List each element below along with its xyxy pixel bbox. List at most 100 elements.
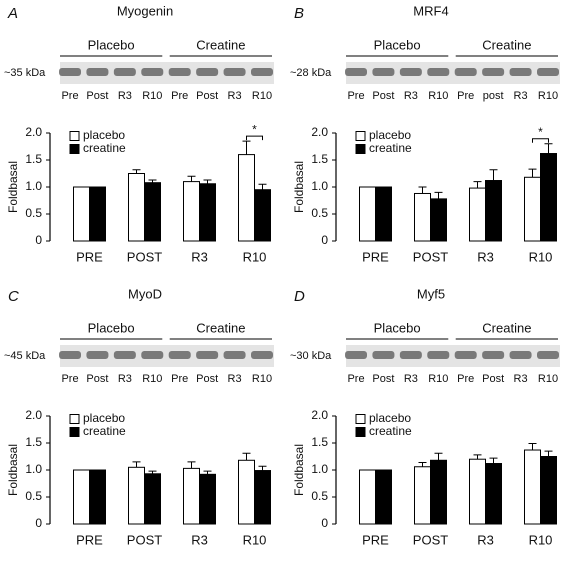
error-bar bbox=[187, 175, 196, 182]
error-bar bbox=[242, 452, 251, 461]
x-tick-label: POST bbox=[127, 249, 162, 264]
panel-title: MyoD bbox=[128, 286, 162, 301]
legend-label: creatine bbox=[83, 141, 126, 155]
blot-band bbox=[251, 351, 273, 359]
x-tick-label: R3 bbox=[477, 249, 494, 264]
error-bar bbox=[434, 452, 443, 461]
bar bbox=[359, 469, 376, 525]
panel: A Myogenin Placebo Creatine Pre Post R3 R10 Pre P… bbox=[4, 3, 274, 264]
bar bbox=[524, 176, 541, 242]
blot-lane-label: Pre bbox=[171, 90, 188, 102]
error-bar bbox=[132, 461, 141, 468]
blot-lane-label: R10 bbox=[252, 90, 272, 102]
blot-band bbox=[454, 351, 477, 359]
blot-lane-label: Pre bbox=[171, 373, 188, 385]
x-tick-label: R3 bbox=[191, 249, 208, 264]
blot-band bbox=[251, 68, 273, 76]
x-tick-label: POST bbox=[127, 532, 162, 547]
blot-band bbox=[399, 351, 422, 359]
blot-band bbox=[113, 68, 136, 76]
y-tick-label: 1.0 bbox=[25, 462, 42, 476]
error-bar bbox=[203, 179, 212, 184]
y-tick-label: 0 bbox=[35, 516, 42, 530]
error-bar bbox=[528, 168, 537, 178]
x-tick-label: POST bbox=[413, 249, 448, 264]
blot-lane-label: Post bbox=[482, 373, 504, 385]
y-tick-label: 1.0 bbox=[25, 179, 42, 193]
bar bbox=[128, 466, 145, 525]
blot-band bbox=[427, 351, 450, 359]
blot-size-label: ~28 kDa bbox=[290, 67, 332, 79]
bar bbox=[469, 458, 486, 525]
blot-band bbox=[59, 351, 81, 359]
blot-size-label: ~30 kDa bbox=[290, 350, 332, 362]
blot-band bbox=[223, 351, 246, 359]
y-tick-label: 2.0 bbox=[25, 408, 42, 422]
blot-lane-label: Post bbox=[86, 373, 108, 385]
bar bbox=[144, 182, 161, 242]
x-tick-label: POST bbox=[413, 532, 448, 547]
bar bbox=[430, 459, 447, 525]
blot-image bbox=[60, 62, 274, 84]
bar bbox=[144, 473, 161, 525]
blot-band bbox=[427, 68, 450, 76]
significance-label: * bbox=[252, 122, 257, 136]
blot-band bbox=[196, 68, 219, 76]
bar bbox=[485, 463, 502, 525]
y-axis-label: Foldbasal bbox=[292, 161, 306, 213]
bar bbox=[238, 154, 255, 242]
error-bar bbox=[258, 465, 267, 471]
bar bbox=[485, 180, 502, 242]
panel-title: MRF4 bbox=[413, 3, 448, 18]
y-tick-label: 0.5 bbox=[311, 206, 328, 220]
blot-band bbox=[372, 68, 395, 76]
panel-label: C bbox=[8, 288, 19, 305]
error-bar bbox=[489, 169, 498, 181]
blot-size-label: ~45 kDa bbox=[4, 350, 46, 362]
blot-size-label: ~35 kDa bbox=[4, 67, 46, 79]
legend-label: creatine bbox=[369, 141, 412, 155]
blot-lane-label: R10 bbox=[538, 373, 558, 385]
blot-band bbox=[345, 68, 367, 76]
blot-lane-label: Pre bbox=[347, 90, 364, 102]
blot-lane-label: Post bbox=[372, 90, 394, 102]
y-tick-label: 2.0 bbox=[311, 408, 328, 422]
y-tick-label: 1.5 bbox=[311, 152, 328, 166]
bar bbox=[540, 456, 557, 525]
y-tick-label: 0 bbox=[35, 233, 42, 247]
blot-group-label: Placebo bbox=[88, 37, 135, 52]
blot-lane-label: R3 bbox=[514, 90, 528, 102]
y-tick-label: 2.0 bbox=[311, 125, 328, 139]
x-tick-label: PRE bbox=[76, 532, 103, 547]
blot-band bbox=[454, 68, 477, 76]
blot-band bbox=[223, 68, 246, 76]
legend-swatch bbox=[355, 131, 366, 141]
panel-label: B bbox=[294, 5, 304, 22]
blot-lane-label: Pre bbox=[61, 90, 78, 102]
x-tick-label: PRE bbox=[362, 249, 389, 264]
blot-lane-label: R3 bbox=[228, 90, 242, 102]
blot-band bbox=[372, 351, 395, 359]
significance-label: * bbox=[538, 125, 543, 139]
blot-band bbox=[482, 351, 505, 359]
y-tick-label: 0.5 bbox=[25, 489, 42, 503]
x-tick-label: R10 bbox=[529, 532, 553, 547]
bar bbox=[89, 469, 106, 525]
bar bbox=[375, 469, 392, 525]
y-tick-label: 1.5 bbox=[311, 435, 328, 449]
legend-swatch bbox=[69, 427, 80, 437]
blot-image bbox=[60, 345, 274, 367]
legend-swatch bbox=[355, 427, 366, 437]
bar bbox=[128, 173, 145, 242]
y-axis-label: Foldbasal bbox=[6, 444, 20, 496]
blot-band bbox=[86, 68, 109, 76]
bar bbox=[238, 459, 255, 525]
bar bbox=[430, 198, 447, 242]
blot-lane-label: Post bbox=[196, 90, 218, 102]
legend-label: creatine bbox=[369, 424, 412, 438]
legend-label: placebo bbox=[369, 411, 411, 425]
error-bar bbox=[418, 461, 427, 467]
bar bbox=[254, 189, 271, 242]
x-tick-label: R10 bbox=[529, 249, 553, 264]
blot-band bbox=[345, 351, 367, 359]
